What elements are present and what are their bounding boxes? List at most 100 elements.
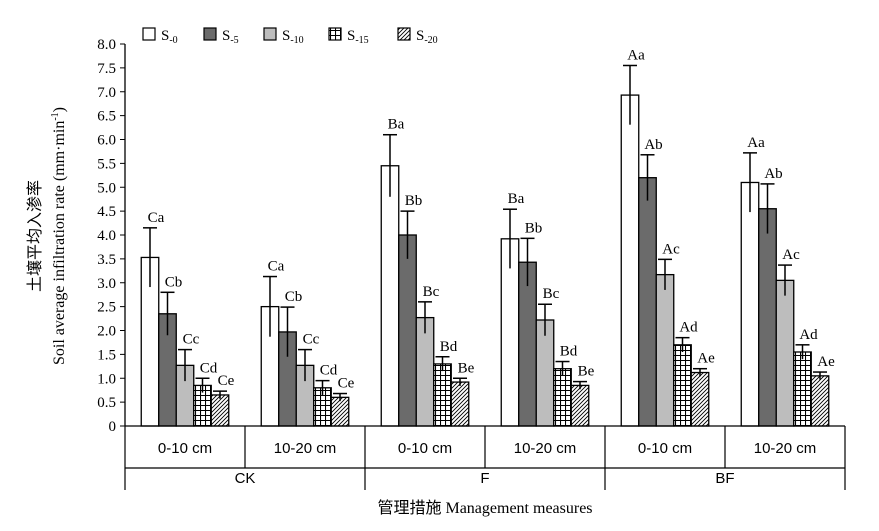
bar (398, 234, 417, 427)
y-axis-ticks: 0 0.5 1.0 1.5 2.0 2.5 3.0 3.5 4.0 4.5 5.0 5.5 6.0 6.5… (97, 37, 125, 435)
legend-entry-sub: -0 (169, 35, 177, 46)
legend-entry-sub: -15 (355, 35, 368, 46)
legend-entry-name: S (282, 28, 290, 44)
y-tick-label: 6.0 (97, 133, 116, 149)
y-tick-label: 3.0 (97, 276, 116, 292)
y-tick-label: 7.5 (97, 61, 116, 77)
x-axis-labels: 0-10 cm 10-20 cm 0-10 cm 10-20 cm 0-10 cm 10-… (158, 440, 816, 487)
legend-entry-name: S (222, 28, 230, 44)
significance-label: Cc (183, 332, 200, 348)
significance-label: Be (578, 364, 595, 380)
significance-label: Ce (338, 376, 355, 392)
bar (553, 368, 572, 427)
legend-entry-sub: -5 (230, 35, 238, 46)
legend-swatch (397, 27, 411, 41)
bar (690, 371, 710, 427)
significance-label: Ba (508, 191, 525, 207)
x-category-label: 10-20 cm (754, 440, 817, 457)
significance-label: Bb (525, 220, 543, 236)
legend-entry-name: S (161, 28, 169, 44)
bars: CaCbCcCdCeCaCbCcCdCeBaBbBcBdBeBaBbBcBdBe… (140, 47, 835, 427)
significance-label: Bc (423, 284, 440, 300)
significance-label: Ca (148, 210, 165, 226)
significance-label: Ac (662, 241, 680, 257)
bar (210, 394, 230, 427)
legend-swatch (328, 27, 342, 41)
y-axis-title-main: Soil average infiltration rate (mm·min (51, 121, 68, 365)
significance-label: Cd (320, 363, 338, 379)
y-tick-label: 1.5 (97, 347, 116, 363)
significance-label: Ab (644, 137, 662, 153)
legend: S-0 S-5 S-10 S-15 S-20 (142, 27, 438, 46)
significance-label: Bd (560, 344, 578, 360)
y-tick-label: 6.5 (97, 109, 116, 125)
bar (518, 261, 537, 427)
bar (570, 384, 590, 427)
y-tick-label: 7.0 (97, 85, 116, 101)
significance-label: Cd (200, 360, 218, 376)
x-group-label: CK (235, 470, 256, 487)
significance-label: Cc (303, 332, 320, 348)
x-category-label: 0-10 cm (398, 440, 452, 457)
axes (124, 44, 846, 490)
legend-entry-name: S (347, 28, 355, 44)
legend-swatch (142, 27, 156, 41)
x-category-label: 0-10 cm (158, 440, 212, 457)
significance-label: Bd (440, 339, 458, 355)
legend-swatch (263, 27, 277, 41)
y-tick-label: 8.0 (97, 37, 116, 53)
legend-entry-sub: -20 (424, 35, 437, 46)
legend-entry: S-5 (222, 28, 239, 46)
legend-entry-name: S (416, 28, 424, 44)
y-tick-label: 5.5 (97, 156, 116, 172)
significance-label: Cb (285, 289, 303, 305)
significance-label: Ad (679, 320, 698, 336)
x-group-label: BF (715, 470, 734, 487)
legend-entry: S-0 (161, 28, 178, 46)
bar (450, 381, 470, 427)
legend-entry: S-10 (282, 28, 304, 46)
bar (793, 351, 812, 427)
significance-label: Ac (782, 247, 800, 263)
bar (638, 177, 657, 427)
significance-label: Bb (405, 193, 423, 209)
y-tick-label: 2.5 (97, 300, 116, 316)
bar (655, 273, 675, 427)
bar (380, 165, 400, 427)
significance-label: Bc (543, 286, 560, 302)
significance-label: Ce (218, 373, 235, 389)
bar (535, 319, 555, 427)
significance-label: Ba (388, 117, 405, 133)
y-axis-title-sup: -1 (50, 112, 61, 120)
significance-label: Ca (268, 259, 285, 275)
x-category-label: 0-10 cm (638, 440, 692, 457)
bar (433, 363, 452, 427)
y-tick-label: 1.0 (97, 371, 116, 387)
bar (330, 396, 350, 427)
legend-entry: S-20 (416, 28, 438, 46)
x-group-label: F (480, 470, 489, 487)
bar (415, 316, 435, 427)
significance-label: Ab (764, 166, 782, 182)
legend-entry: S-15 (347, 28, 369, 46)
bar (758, 208, 777, 427)
bar (775, 279, 795, 427)
y-axis-title-cn: 土壤平均入渗率 (25, 180, 44, 292)
y-axis-title-end: ) (51, 107, 68, 112)
legend-swatch (203, 27, 217, 41)
legend-entry-sub: -10 (290, 35, 303, 46)
significance-label: Ad (799, 327, 818, 343)
y-axis-title: Soil average infiltration rate (mm·min-1… (50, 107, 68, 365)
y-tick-label: 5.0 (97, 180, 116, 196)
bar (620, 94, 640, 427)
significance-label: Aa (627, 47, 645, 63)
significance-label: Be (458, 360, 475, 376)
x-axis-title: 管理措施 Management measures (377, 499, 592, 517)
bar (673, 344, 692, 427)
y-tick-label: 3.5 (97, 252, 116, 268)
bar (740, 181, 760, 427)
y-tick-label: 4.5 (97, 204, 116, 220)
y-tick-label: 4.0 (97, 228, 116, 244)
y-tick-label: 0.5 (97, 395, 116, 411)
